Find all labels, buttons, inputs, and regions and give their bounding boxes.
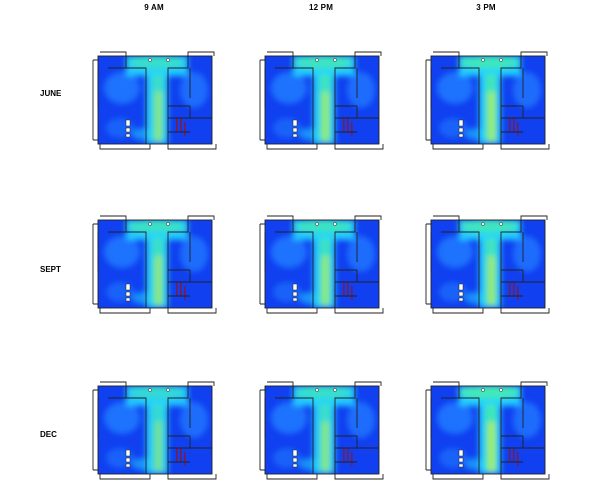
column-header-1: 12 PM <box>308 3 334 12</box>
floor-plan-0-1 <box>257 48 387 152</box>
walls <box>259 51 384 150</box>
floor-plan-1-1 <box>257 212 387 316</box>
row-label-0: JUNE <box>40 89 62 98</box>
floor-plan-2-1 <box>257 378 387 482</box>
column-header-0: 9 AM <box>144 3 164 12</box>
walls <box>92 51 217 150</box>
walls <box>425 51 550 150</box>
floor-plan-0-0 <box>90 48 220 152</box>
walls <box>92 215 217 314</box>
walls <box>259 381 384 480</box>
walls <box>425 381 550 480</box>
floor-plan-2-2 <box>423 378 553 482</box>
row-label-1: SEPT <box>40 265 61 274</box>
floor-plan-1-2 <box>423 212 553 316</box>
floor-plan-2-0 <box>90 378 220 482</box>
walls <box>92 381 217 480</box>
row-label-2: DEC <box>40 430 57 439</box>
walls <box>425 215 550 314</box>
floor-plan-0-2 <box>423 48 553 152</box>
floor-plan-1-0 <box>90 212 220 316</box>
walls <box>259 215 384 314</box>
column-header-2: 3 PM <box>476 3 496 12</box>
